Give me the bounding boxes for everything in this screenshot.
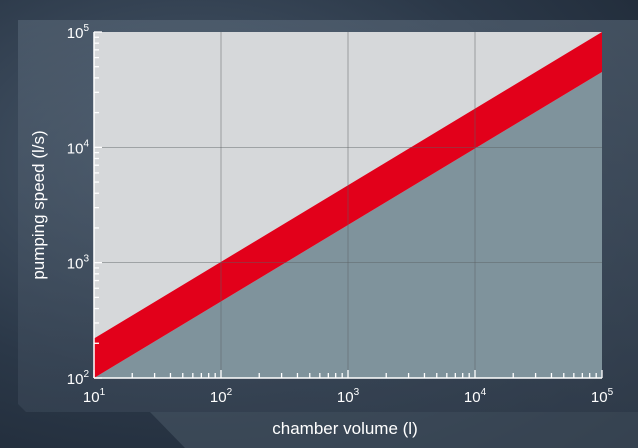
grid <box>94 32 602 378</box>
tick-label-exponent: 2 <box>227 387 233 398</box>
y-tick-label: 102 <box>67 369 90 388</box>
chart-frame-tab <box>150 412 638 448</box>
x-tick-label: 103 <box>337 387 360 406</box>
tick-label-exponent: 3 <box>83 254 89 265</box>
tick-label-exponent: 4 <box>481 387 487 398</box>
tick-label-base: 10 <box>67 25 84 42</box>
y-axis-title: pumping speed (l/s) <box>29 130 48 279</box>
tick-marks <box>93 31 603 379</box>
y-tick-label: 105 <box>67 23 90 42</box>
tick-label-exponent: 5 <box>83 23 89 34</box>
tick-label-base: 10 <box>210 389 227 406</box>
y-tick-label: 103 <box>67 254 90 273</box>
x-tick-label: 101 <box>83 387 106 406</box>
x-axis-title: chamber volume (l) <box>272 419 418 438</box>
tick-label-base: 10 <box>464 389 481 406</box>
x-tick-label: 102 <box>210 387 233 406</box>
tick-label-base: 10 <box>67 371 84 388</box>
tick-label-base: 10 <box>337 389 354 406</box>
tick-label-exponent: 5 <box>608 387 614 398</box>
x-tick-label: 105 <box>591 387 614 406</box>
tick-label-base: 10 <box>67 256 84 273</box>
tick-label-base: 10 <box>83 389 100 406</box>
x-tick-label: 104 <box>464 387 487 406</box>
tick-label-exponent: 4 <box>83 138 89 149</box>
y-tick-label: 104 <box>67 138 90 157</box>
tick-label-exponent: 2 <box>83 369 89 380</box>
tick-label-exponent: 3 <box>354 387 360 398</box>
tick-label-base: 10 <box>591 389 608 406</box>
tick-label-base: 10 <box>67 140 84 157</box>
tick-label-exponent: 1 <box>100 387 106 398</box>
